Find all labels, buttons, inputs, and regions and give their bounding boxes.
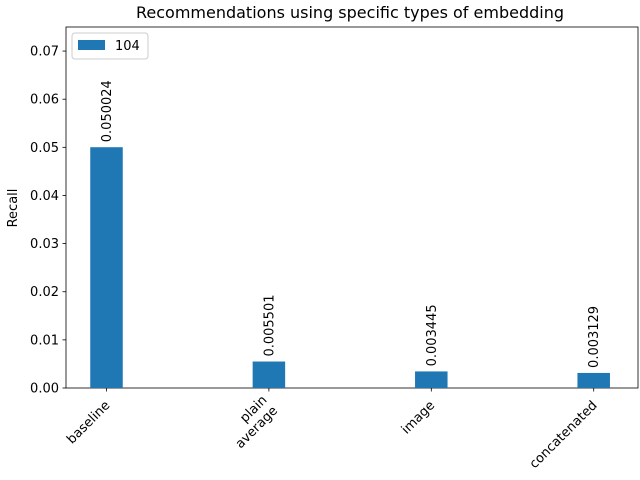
x-tick-label: plainaverage bbox=[222, 393, 281, 452]
y-axis-label: Recall bbox=[6, 189, 21, 228]
x-tick-label: image bbox=[399, 398, 438, 437]
y-tick-label: 0.03 bbox=[30, 237, 59, 252]
x-tick-label: concatenated bbox=[527, 398, 601, 472]
bar-value-label: 0.003445 bbox=[425, 304, 440, 366]
legend-box bbox=[71, 32, 149, 60]
y-tick-label: 0.05 bbox=[30, 141, 59, 156]
bar bbox=[90, 147, 123, 388]
y-tick-label: 0.00 bbox=[30, 382, 59, 397]
x-tick-label: baseline bbox=[64, 398, 113, 447]
legend-swatch bbox=[78, 40, 105, 50]
bar bbox=[415, 371, 448, 388]
bar-value-label: 0.005501 bbox=[262, 294, 277, 356]
bar-value-label: 0.003129 bbox=[587, 306, 602, 368]
y-tick-label: 0.02 bbox=[30, 285, 59, 300]
bar-value-label: 0.050024 bbox=[100, 80, 115, 142]
bar bbox=[577, 372, 610, 388]
y-tick-label: 0.06 bbox=[30, 93, 59, 108]
chart-title: Recommendations using specific types of … bbox=[136, 3, 564, 22]
plot-area: 0.00 0.01 0.02 0.03 0.04 0.05 0.06 0.07 0.050024… bbox=[30, 26, 639, 472]
y-tick-label: 0.01 bbox=[30, 333, 59, 348]
legend-label: 104 bbox=[115, 39, 140, 54]
axes-frame bbox=[65, 26, 639, 389]
y-tick-label: 0.07 bbox=[30, 45, 59, 60]
y-tick-label: 0.04 bbox=[30, 189, 59, 204]
bar bbox=[252, 361, 286, 388]
